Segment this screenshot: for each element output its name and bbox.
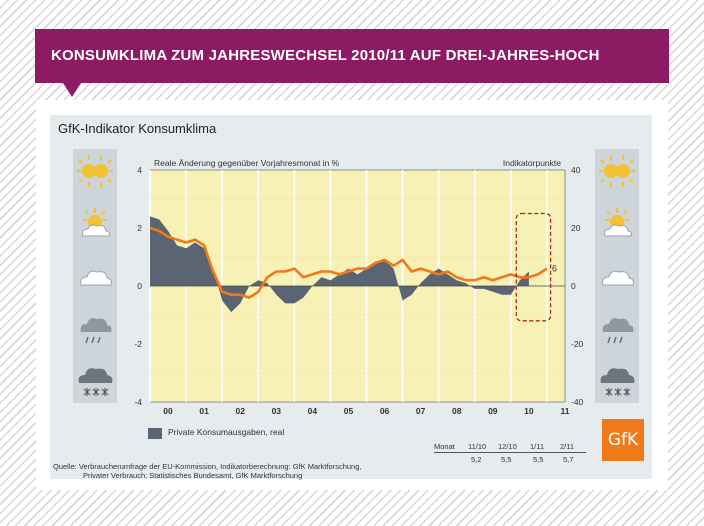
y2-tick-label: 40 [571,165,581,175]
banner-title: KONSUMKLIMA ZUM JAHRESWECHSEL 2010/11 AU… [51,29,600,83]
y-tick-label: 0 [137,281,142,291]
table-value: 5,5 [533,455,543,464]
content-card: GfK-Indikator Konsumklima [36,100,668,490]
y2-tick-label: -40 [571,397,584,407]
table-divider [434,452,586,453]
x-tick-label: 06 [380,406,390,416]
y2-tick-label: 20 [571,223,581,233]
x-tick-label: 07 [416,406,426,416]
chart-panel: GfK-Indikator Konsumklima [50,115,652,479]
x-tick-label: 09 [488,406,498,416]
y-tick-label: 2 [137,223,142,233]
table-header-label: Monat [434,442,455,451]
header-banner: KONSUMKLIMA ZUM JAHRESWECHSEL 2010/11 AU… [35,29,669,83]
y2-axis-label: Indikatorpunkte [503,158,561,168]
x-tick-label: 04 [308,406,318,416]
y2-tick-label: -20 [571,339,584,349]
x-tick-label: 02 [235,406,245,416]
table-value: 5,7 [563,455,573,464]
y-axis-label: Reale Änderung gegenüber Vorjahresmonat … [154,158,340,168]
table-month: 11/10 [468,442,486,451]
table-month: 12/10 [498,442,517,451]
source-line-2: Privater Verbrauch: Statistisches Bundes… [83,471,302,480]
source-line-1: Quelle: Verbraucherumfrage der EU-Kommis… [53,462,361,471]
table-month: 1/11 [530,442,544,451]
gfk-logo: GfK [602,419,644,461]
y-tick-label: 4 [137,165,142,175]
y-tick-label: -2 [134,339,142,349]
chart-plot: Reale Änderung gegenüber Vorjahresmonat … [50,115,652,425]
y2-tick-label: 0 [571,281,576,291]
table-value: 5,5 [501,455,511,464]
table-value: 5,2 [471,455,481,464]
table-month: 2/11 [560,442,574,451]
banner-pointer [63,83,81,97]
x-tick-label: 11 [561,406,570,416]
x-tick-label: 03 [272,406,282,416]
x-tick-label: 01 [199,406,209,416]
end-value-label: 6 [552,264,557,274]
x-tick-label: 05 [344,406,354,416]
x-tick-label: 10 [524,406,534,416]
legend-label: Private Konsumausgaben, real [168,427,284,437]
y-tick-label: -4 [134,397,142,407]
x-tick-label: 08 [452,406,462,416]
x-tick-label: 00 [163,406,173,416]
legend-swatch [148,428,162,439]
